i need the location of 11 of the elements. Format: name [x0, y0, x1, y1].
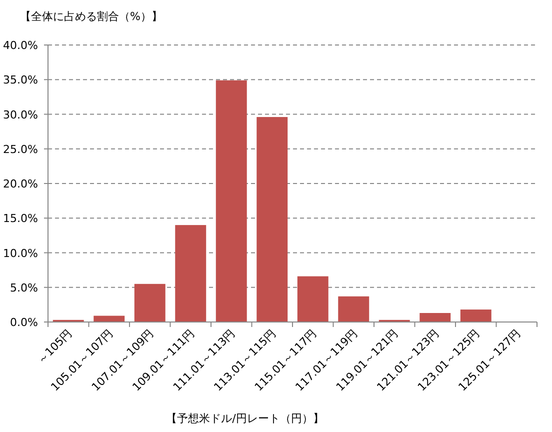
y-tick-label: 25.0%: [3, 142, 38, 156]
y-tick-label: 15.0%: [3, 212, 38, 226]
y-tick-label: 20.0%: [3, 178, 38, 190]
chart-title: 【全体に占める割合（%）】: [20, 10, 162, 23]
y-tick-label: 10.0%: [3, 246, 38, 260]
x-axis-title: 【予想米ドル/円レート（円）】: [166, 412, 324, 425]
y-tick-label: 0.0%: [10, 316, 38, 329]
y-tick-label: 5.0%: [10, 281, 38, 294]
y-tick-label: 35.0%: [3, 74, 38, 87]
y-tick-label: 30.0%: [3, 108, 38, 122]
y-tick-label: 40.0%: [3, 39, 38, 52]
